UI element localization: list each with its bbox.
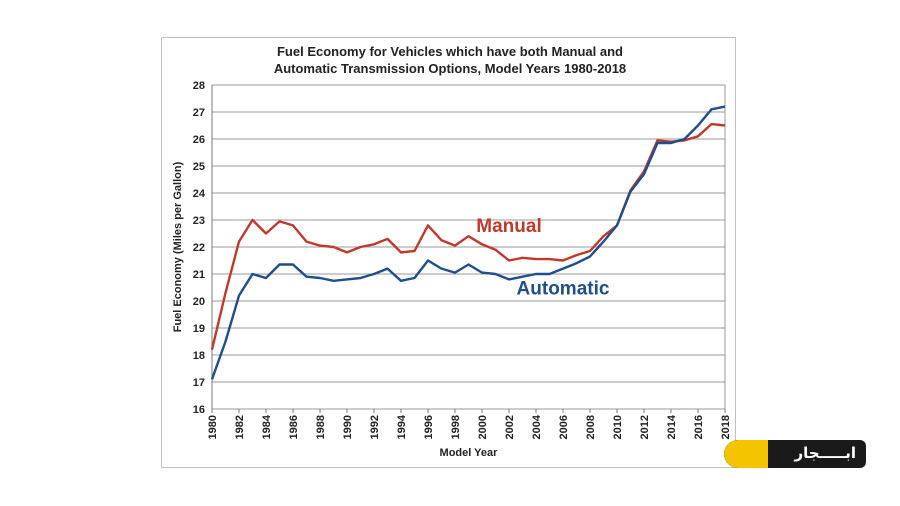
x-tick-label: 2018 <box>720 415 732 439</box>
y-tick-label: 25 <box>193 161 205 173</box>
fuel-economy-line-chart: Fuel Economy for Vehicles which have bot… <box>172 44 732 459</box>
brand-logo-text: ابـــــجار <box>794 444 857 462</box>
brand-logo: ابـــــجار <box>724 440 866 468</box>
x-tick-label: 2000 <box>477 415 489 439</box>
chart-title-line: Automatic Transmission Options, Model Ye… <box>274 61 626 76</box>
y-tick-label: 22 <box>193 242 205 254</box>
x-tick-label: 2004 <box>531 414 543 439</box>
brand-logo-icon <box>724 440 768 468</box>
x-tick-label: 1982 <box>234 415 246 439</box>
x-tick-label: 2008 <box>585 415 597 439</box>
y-tick-label: 26 <box>193 134 205 146</box>
y-tick-label: 18 <box>193 350 205 362</box>
x-tick-label: 1990 <box>342 415 354 439</box>
series-line-automatic <box>210 105 726 380</box>
y-tick-label: 27 <box>193 107 205 119</box>
x-tick-label: 1988 <box>315 415 327 439</box>
x-tick-label: 2002 <box>504 415 516 439</box>
x-tick-label: 2010 <box>612 415 624 439</box>
y-tick-label: 28 <box>193 80 205 92</box>
x-tick-label: 1994 <box>396 414 408 439</box>
x-tick-label: 2006 <box>558 415 570 439</box>
x-tick-label: 1992 <box>369 415 381 439</box>
y-tick-label: 19 <box>193 323 205 335</box>
series-line-manual <box>210 122 726 350</box>
x-tick-label: 2014 <box>666 414 678 439</box>
y-tick-label: 20 <box>193 296 205 308</box>
series-label-automatic: Automatic <box>517 278 610 299</box>
y-tick-label: 24 <box>193 188 206 200</box>
y-tick-label: 17 <box>193 377 205 389</box>
chart-frame: Fuel Economy for Vehicles which have bot… <box>161 37 736 468</box>
x-tick-label: 1980 <box>207 415 219 439</box>
x-tick-label: 2012 <box>639 415 651 439</box>
y-tick-label: 23 <box>193 215 205 227</box>
chart-title-line: Fuel Economy for Vehicles which have bot… <box>277 44 623 59</box>
series-label-manual: Manual <box>476 216 541 237</box>
y-tick-label: 16 <box>193 404 205 416</box>
x-tick-label: 1996 <box>423 415 435 439</box>
x-tick-label: 1984 <box>261 414 273 439</box>
x-tick-label: 1998 <box>450 415 462 439</box>
x-tick-label: 2016 <box>693 415 705 439</box>
x-axis-title: Model Year <box>440 447 499 459</box>
x-tick-label: 1986 <box>288 415 300 439</box>
y-tick-label: 21 <box>193 269 205 281</box>
y-axis-title: Fuel Economy (Miles per Gallon) <box>172 161 184 332</box>
